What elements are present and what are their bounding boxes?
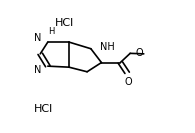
- Text: O: O: [125, 77, 132, 87]
- Text: N: N: [34, 65, 42, 75]
- Text: NH: NH: [100, 42, 115, 52]
- Text: HCl: HCl: [34, 104, 53, 114]
- Text: H: H: [48, 27, 54, 36]
- Text: HCl: HCl: [55, 18, 74, 28]
- Text: N: N: [34, 33, 42, 43]
- Text: O: O: [136, 48, 143, 58]
